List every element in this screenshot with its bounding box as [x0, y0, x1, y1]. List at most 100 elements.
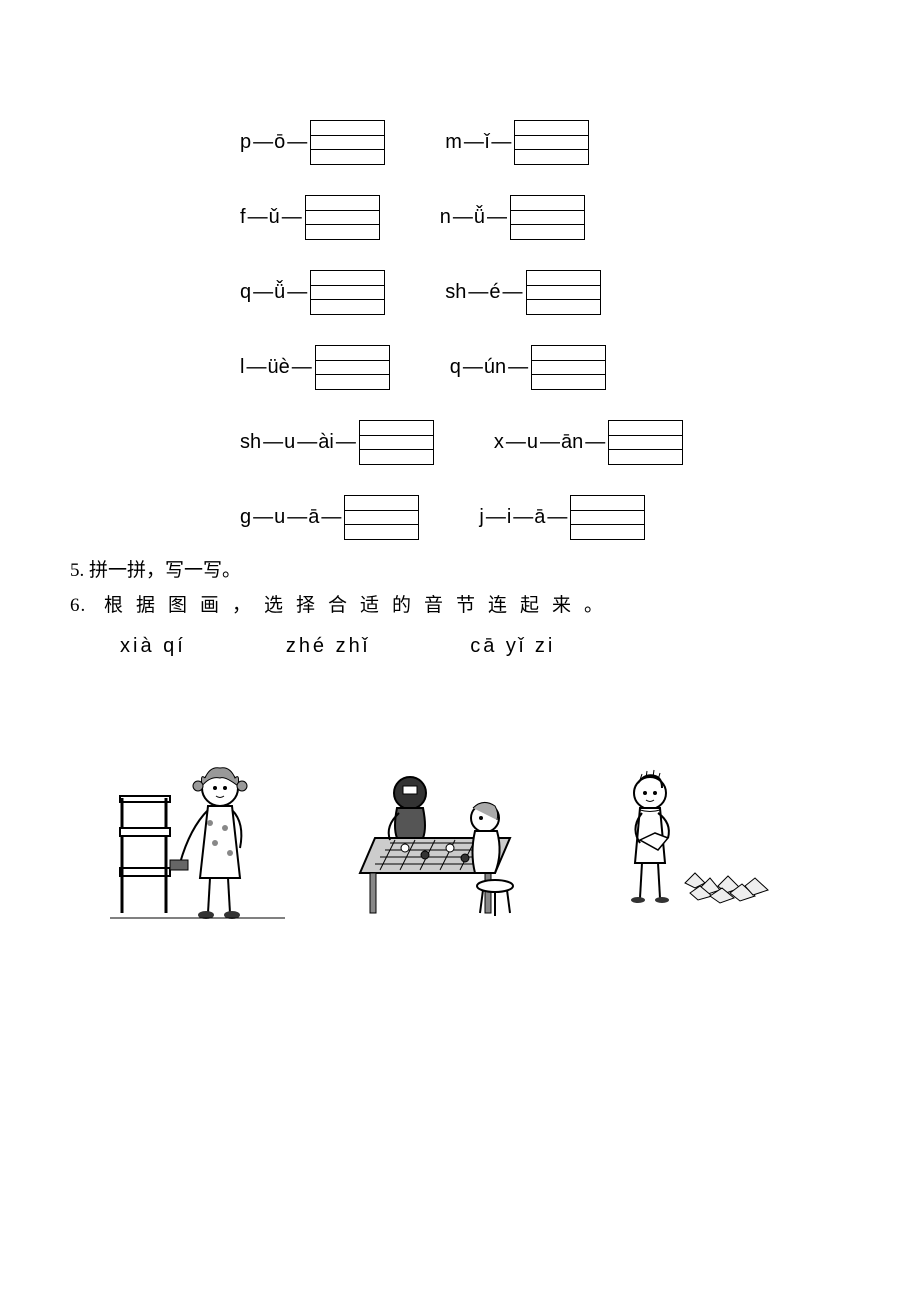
dash-icon: — [287, 281, 306, 304]
pinyin-write-box[interactable] [310, 120, 385, 165]
dash-icon: — [253, 506, 272, 529]
illustrations-row [110, 758, 820, 923]
part: x [494, 431, 504, 454]
part: é [489, 281, 500, 304]
part: ǔ [269, 206, 280, 229]
dash-icon: — [246, 356, 265, 379]
pinyin-write-box[interactable] [531, 345, 606, 390]
pinyin-item: p — ō — [240, 120, 385, 165]
part: ǚ [274, 281, 285, 304]
part: ǚ [474, 206, 485, 229]
syllable-label: p — ō — [240, 131, 308, 154]
part: u [274, 506, 285, 529]
pinyin-option[interactable]: cā yǐ zi [470, 635, 555, 658]
pinyin-write-box[interactable] [608, 420, 683, 465]
pinyin-item: f — ǔ — [240, 195, 380, 240]
dash-icon: — [253, 281, 272, 304]
dash-icon: — [506, 431, 525, 454]
pinyin-write-box[interactable] [359, 420, 434, 465]
part: u [527, 431, 538, 454]
pinyin-write-box[interactable] [514, 120, 589, 165]
dash-icon: — [540, 431, 559, 454]
dash-icon: — [547, 506, 566, 529]
dash-icon: — [336, 431, 355, 454]
part: m [445, 131, 462, 154]
part: l [240, 356, 244, 379]
part: u [284, 431, 295, 454]
question-number: 5. [70, 560, 84, 581]
pinyin-row: q — ǚ — sh — é — [240, 270, 820, 315]
question-text: 拼一拼，写一写。 [89, 560, 241, 581]
dash-icon: — [463, 356, 482, 379]
dash-icon: — [287, 131, 306, 154]
pinyin-item: l — üè — [240, 345, 390, 390]
part: ā [534, 506, 545, 529]
syllable-label: f — ǔ — [240, 206, 303, 229]
pinyin-item: q — ún — [450, 345, 606, 390]
dash-icon: — [513, 506, 532, 529]
syllable-label: sh — u — ài — [240, 431, 357, 454]
pinyin-item: sh — é — [445, 270, 600, 315]
pinyin-row: f — ǔ — n — ǚ — [240, 195, 820, 240]
pinyin-row: sh — u — ài — x — u — ān — [240, 420, 820, 465]
pinyin-item: m — ǐ — [445, 120, 589, 165]
illustration-chess[interactable] [355, 758, 530, 923]
dash-icon: — [321, 506, 340, 529]
dash-icon: — [468, 281, 487, 304]
dash-icon: — [486, 506, 505, 529]
pinyin-row: p — ō — m — ǐ — [240, 120, 820, 165]
pinyin-item: q — ǚ — [240, 270, 385, 315]
part: ān [561, 431, 583, 454]
pinyin-option[interactable]: zhé zhǐ [286, 635, 370, 658]
part: üè [267, 356, 289, 379]
question-6: 6. 根据图画，选择合适的音节连起来。 [70, 590, 820, 617]
pinyin-write-box[interactable] [344, 495, 419, 540]
part: ún [484, 356, 506, 379]
syllable-label: sh — é — [445, 281, 523, 304]
pinyin-item: n — ǚ — [440, 195, 585, 240]
dash-icon: — [491, 131, 510, 154]
syllable-label: x — u — ān — [494, 431, 606, 454]
pinyin-write-box[interactable] [315, 345, 390, 390]
part: g [240, 506, 251, 529]
pinyin-write-box[interactable] [510, 195, 585, 240]
dash-icon: — [297, 431, 316, 454]
dash-icon: — [503, 281, 522, 304]
pinyin-options-row: xià qí zhé zhǐ cā yǐ zi [120, 635, 820, 658]
syllable-label: g — u — ā — [240, 506, 342, 529]
pinyin-item: j — i — ā — [479, 495, 645, 540]
question-text: 根据图画，选择合适的音节连起来。 [104, 595, 616, 616]
syllable-label: n — ǚ — [440, 206, 508, 229]
pinyin-row: l — üè — q — ún — [240, 345, 820, 390]
dash-icon: — [263, 431, 282, 454]
question-number: 6. [70, 595, 86, 616]
part: ǐ [485, 131, 489, 154]
pinyin-write-box[interactable] [305, 195, 380, 240]
illustration-paper-folding[interactable] [600, 758, 775, 923]
dash-icon: — [282, 206, 301, 229]
dash-icon: — [287, 506, 306, 529]
part: q [450, 356, 461, 379]
part: i [507, 506, 511, 529]
syllable-label: l — üè — [240, 356, 313, 379]
pinyin-item: sh — u — ài — [240, 420, 434, 465]
part: sh [240, 431, 261, 454]
dash-icon: — [585, 431, 604, 454]
illustration-girl-chair[interactable] [110, 758, 285, 923]
part: j [479, 506, 483, 529]
dash-icon: — [248, 206, 267, 229]
pinyin-write-box[interactable] [570, 495, 645, 540]
pinyin-option[interactable]: xià qí [120, 635, 186, 658]
pinyin-writing-grid: p — ō — m — ǐ — f — ǔ — [240, 120, 820, 540]
part: n [440, 206, 451, 229]
dash-icon: — [487, 206, 506, 229]
dash-icon: — [508, 356, 527, 379]
part: ài [318, 431, 334, 454]
part: q [240, 281, 251, 304]
dash-icon: — [464, 131, 483, 154]
syllable-label: q — ún — [450, 356, 529, 379]
pinyin-write-box[interactable] [310, 270, 385, 315]
part: ō [274, 131, 285, 154]
pinyin-write-box[interactable] [526, 270, 601, 315]
pinyin-item: g — u — ā — [240, 495, 419, 540]
